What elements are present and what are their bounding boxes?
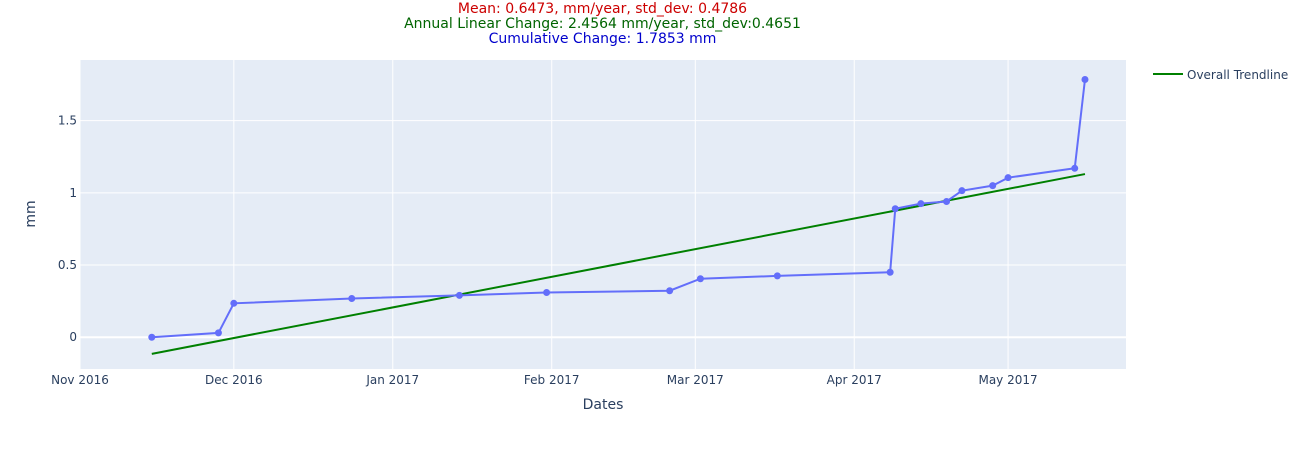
y-tick-label: 1.5 [58, 114, 77, 128]
data-point [886, 268, 894, 276]
data-point [773, 272, 781, 280]
chart-title-cumulative-change: Cumulative Change: 1.7853 mm [488, 31, 717, 47]
plot-area [80, 60, 1126, 369]
data-point [891, 205, 899, 213]
data-point [958, 187, 966, 195]
data-point [230, 299, 238, 307]
x-tick-label: Apr 2017 [827, 373, 882, 387]
data-point [543, 288, 551, 296]
x-tick-label: Jan 2017 [365, 373, 419, 387]
data-point [1081, 75, 1089, 83]
data-point [917, 200, 925, 208]
legend[interactable]: Overall Trendline [1153, 68, 1288, 82]
chart-title-mean: Mean: 0.6473, mm/year, std_dev: 0.4786 [457, 1, 748, 17]
x-tick-label: Mar 2017 [667, 373, 724, 387]
x-axis-label: Dates [583, 397, 624, 413]
grid-lines [79, 60, 1126, 369]
y-tick-label: 0 [69, 330, 77, 344]
x-tick-label: Nov 2016 [51, 373, 109, 387]
data-point [943, 198, 951, 206]
x-tick-label: May 2017 [978, 373, 1037, 387]
x-tick-label: Feb 2017 [524, 373, 580, 387]
y-axis-ticks: 0 0.5 1 1.5 [58, 114, 77, 345]
data-point [696, 275, 704, 283]
data-point [666, 287, 674, 295]
data-point [455, 291, 463, 299]
trendline-series-line [151, 173, 1086, 355]
y-tick-label: 0.5 [58, 258, 77, 272]
data-point [214, 329, 222, 337]
data-point [148, 333, 156, 341]
data-point [989, 182, 997, 190]
y-tick-label: 1 [69, 186, 77, 200]
data-point [1004, 174, 1012, 182]
x-tick-label: Dec 2016 [205, 373, 263, 387]
legend-trendline-label: Overall Trendline [1187, 68, 1288, 82]
x-axis-ticks: Nov 2016 Dec 2016 Jan 2017 Feb 2017 Mar 2017… [51, 373, 1038, 387]
y-axis-label: mm [23, 200, 39, 227]
series-layer [148, 75, 1089, 355]
data-point [348, 295, 356, 303]
data-point [1071, 164, 1079, 172]
chart-title-annual-change: Annual Linear Change: 2.4564 mm/year, st… [404, 16, 801, 32]
